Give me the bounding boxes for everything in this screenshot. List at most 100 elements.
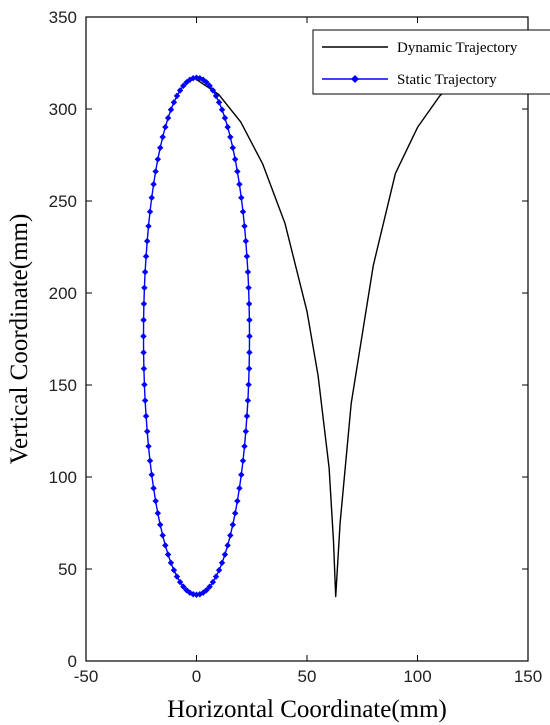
series-point-static-trajectory — [238, 194, 245, 201]
series-point-static-trajectory — [148, 471, 155, 478]
series-point-static-trajectory — [141, 268, 149, 276]
legend-marker-static — [351, 75, 359, 83]
x-tick-label: 150 — [514, 667, 542, 686]
series-point-static-trajectory — [140, 365, 148, 372]
y-tick-label: 50 — [58, 560, 77, 579]
series-point-static-trajectory — [231, 156, 239, 163]
series-point-static-trajectory — [154, 156, 162, 163]
series-point-static-trajectory — [229, 144, 237, 151]
series-point-static-trajectory — [236, 181, 243, 188]
series-point-static-trajectory — [218, 559, 226, 566]
series-point-static-trajectory — [206, 82, 213, 90]
series-point-static-trajectory — [246, 316, 253, 324]
series-point-static-trajectory — [164, 551, 172, 558]
series-point-static-trajectory — [241, 443, 248, 450]
y-tick-label: 250 — [49, 192, 77, 211]
series-point-static-trajectory — [141, 397, 149, 404]
series-point-static-trajectory — [242, 428, 250, 435]
series-point-static-trajectory — [209, 87, 217, 94]
x-tick-label: 100 — [403, 667, 431, 686]
series-point-static-trajectory — [156, 521, 164, 528]
series-point-static-trajectory — [176, 578, 184, 586]
series-point-static-trajectory — [140, 349, 147, 356]
series-point-static-trajectory — [224, 123, 231, 131]
series-point-static-trajectory — [146, 208, 154, 215]
series-point-static-trajectory — [148, 194, 155, 201]
series-point-static-trajectory — [221, 114, 229, 122]
y-tick-label: 100 — [49, 468, 77, 487]
series-point-static-trajectory — [162, 542, 169, 549]
series-point-static-trajectory — [152, 168, 159, 175]
series-point-static-trajectory — [215, 99, 223, 106]
series-point-static-trajectory — [170, 99, 178, 106]
series-point-static-trajectory — [238, 471, 245, 478]
series-point-static-trajectory — [246, 333, 253, 340]
series-point-static-trajectory — [241, 222, 248, 230]
series-point-static-trajectory — [170, 566, 178, 574]
series-point-static-trajectory — [203, 79, 210, 86]
legend-box — [312, 29, 550, 95]
series-point-static-trajectory — [218, 106, 226, 113]
series-point-static-trajectory — [242, 237, 250, 245]
series-point-static-trajectory — [146, 457, 154, 464]
y-axis-label: Vertical Coordinate(mm) — [6, 214, 33, 465]
series-point-static-trajectory — [212, 573, 220, 580]
series-point-static-trajectory — [244, 268, 252, 276]
series-point-static-trajectory — [234, 168, 241, 175]
series-line-dynamic-trajectory — [196, 71, 463, 598]
series-point-static-trajectory — [221, 551, 229, 558]
series-point-static-trajectory — [189, 75, 197, 82]
series-point-static-trajectory — [234, 497, 241, 505]
series-point-static-trajectory — [212, 92, 220, 100]
series-point-static-trajectory — [140, 300, 148, 308]
series-point-static-trajectory — [231, 510, 239, 517]
series-point-static-trajectory — [159, 532, 166, 539]
series-point-static-trajectory — [159, 133, 166, 141]
series-point-static-trajectory — [245, 365, 253, 372]
series-point-static-trajectory — [227, 532, 234, 539]
series-point-static-trajectory — [243, 253, 251, 260]
series-point-static-trajectory — [193, 74, 200, 81]
series-point-static-trajectory — [227, 133, 234, 141]
series-point-static-trajectory — [173, 573, 181, 580]
series-point-static-trajectory — [239, 457, 247, 464]
series-point-static-trajectory — [245, 381, 252, 388]
series-point-static-trajectory — [176, 87, 184, 94]
series-point-static-trajectory — [141, 381, 148, 388]
series-layer — [140, 71, 463, 598]
series-point-static-trajectory — [229, 521, 237, 528]
series-point-static-trajectory — [156, 144, 164, 151]
series-point-static-trajectory — [239, 208, 247, 215]
x-tick-label: 0 — [192, 667, 201, 686]
series-point-static-trajectory — [199, 76, 207, 83]
series-point-static-trajectory — [142, 412, 150, 420]
y-tick-label: 0 — [68, 652, 77, 671]
series-point-static-trajectory — [215, 566, 223, 574]
legend-label-static: Static Trajectory — [397, 72, 497, 88]
series-point-static-trajectory — [162, 123, 169, 131]
series-point-static-trajectory — [154, 510, 162, 517]
x-tick-label: 50 — [298, 667, 317, 686]
series-point-static-trajectory — [209, 578, 217, 586]
series-point-static-trajectory — [150, 484, 157, 492]
series-point-static-trajectory — [180, 82, 187, 90]
series-point-static-trajectory — [243, 412, 251, 420]
series-point-static-trajectory — [143, 237, 151, 245]
series-point-static-trajectory — [180, 583, 187, 590]
series-point-static-trajectory — [145, 443, 152, 450]
y-tick-label: 150 — [49, 376, 77, 395]
y-tick-label: 200 — [49, 284, 77, 303]
series-point-static-trajectory — [167, 106, 175, 113]
legend: Dynamic Trajectory Static Trajectory — [312, 29, 550, 95]
series-point-static-trajectory — [199, 589, 207, 596]
series-point-static-trajectory — [145, 222, 152, 230]
series-point-static-trajectory — [164, 114, 172, 122]
series-point-static-trajectory — [246, 349, 253, 356]
series-point-static-trajectory — [173, 92, 181, 100]
series-point-static-trajectory — [143, 428, 151, 435]
y-tick-label: 350 — [49, 8, 77, 27]
series-point-static-trajectory — [245, 300, 253, 308]
